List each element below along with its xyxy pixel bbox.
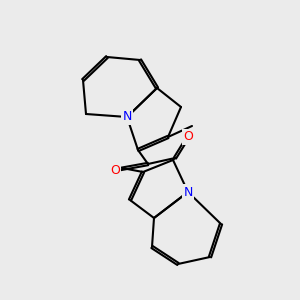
Text: N: N (122, 110, 132, 124)
Text: O: O (110, 164, 120, 176)
Text: N: N (183, 185, 193, 199)
Text: O: O (183, 130, 193, 143)
